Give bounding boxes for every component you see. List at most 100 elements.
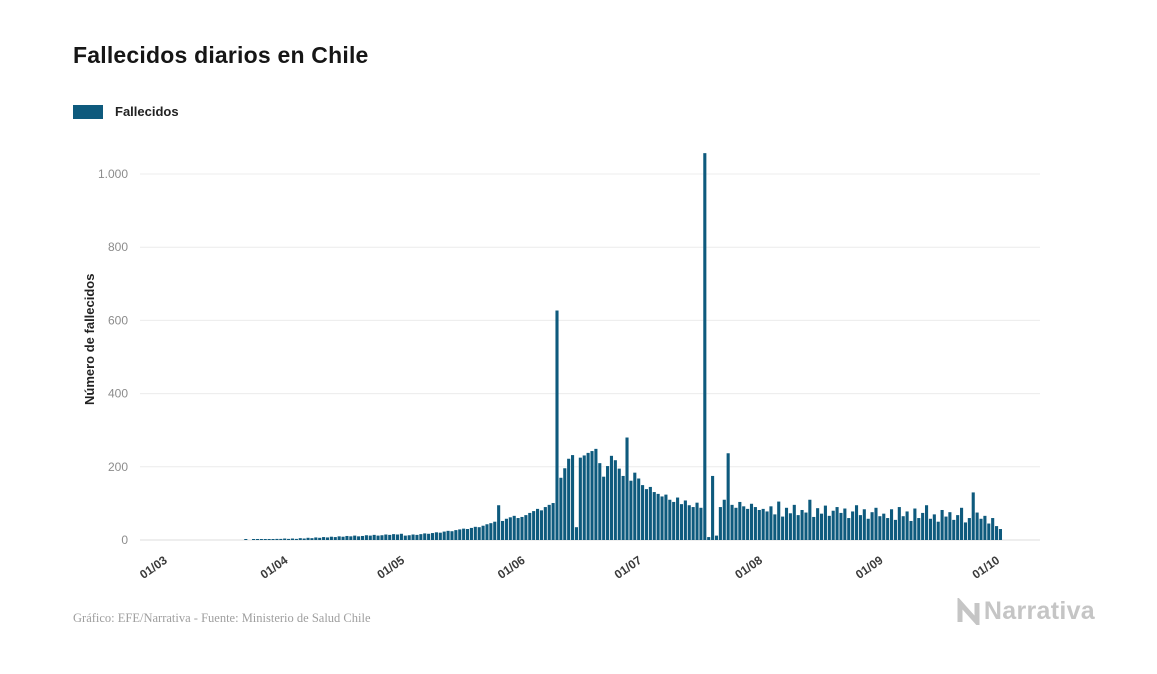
bar — [255, 539, 260, 540]
bar — [862, 509, 866, 540]
bar — [290, 538, 295, 540]
legend-item-fallecidos[interactable]: Fallecidos — [73, 104, 179, 119]
bar — [979, 518, 983, 540]
bar — [722, 499, 726, 540]
bar — [703, 153, 707, 540]
narrativa-n-icon — [957, 598, 980, 625]
bar — [629, 480, 633, 540]
bar — [773, 514, 777, 540]
bar — [874, 507, 878, 540]
y-tick-label: 200 — [108, 460, 128, 474]
bar — [882, 513, 886, 540]
bar — [660, 496, 664, 540]
bar — [267, 539, 271, 540]
bar — [508, 517, 512, 540]
bar — [590, 451, 594, 540]
bar — [602, 476, 606, 540]
bar — [516, 518, 520, 540]
bar — [524, 515, 528, 540]
bar — [547, 504, 551, 540]
bar — [415, 534, 419, 540]
bar — [481, 525, 485, 540]
bar — [858, 515, 862, 540]
bar — [423, 533, 427, 540]
bar — [738, 501, 742, 540]
bar — [578, 457, 582, 540]
bar — [726, 453, 730, 540]
bar — [252, 539, 256, 540]
bar — [384, 534, 388, 540]
bar — [259, 539, 263, 540]
bar — [571, 455, 575, 540]
y-tick-label: 0 — [121, 533, 128, 547]
bar — [921, 512, 925, 540]
bar — [438, 532, 442, 540]
bar — [928, 518, 932, 540]
bar — [781, 516, 785, 540]
bar — [714, 535, 719, 540]
bar — [294, 538, 298, 540]
bar — [932, 514, 936, 540]
bar — [298, 538, 302, 540]
bar — [360, 535, 365, 540]
bar — [695, 502, 699, 540]
legend-label: Fallecidos — [115, 104, 179, 119]
bar — [559, 477, 563, 540]
bar — [372, 534, 376, 540]
bar — [687, 505, 691, 540]
bar — [489, 523, 493, 540]
chart-title: Fallecidos diarios en Chile — [73, 42, 369, 68]
bar — [816, 508, 820, 540]
bar — [504, 518, 508, 540]
bar — [407, 535, 411, 540]
bar — [306, 537, 310, 540]
bar — [835, 507, 839, 540]
bar — [784, 507, 789, 540]
narrativa-logo: Narrativa — [955, 597, 1095, 626]
bar — [796, 515, 800, 540]
bar — [380, 535, 384, 540]
bar — [691, 507, 695, 540]
bar — [777, 501, 781, 540]
bar — [419, 534, 423, 540]
legend-swatch — [73, 104, 103, 119]
bar — [664, 494, 668, 540]
y-tick-label: 800 — [108, 240, 128, 254]
bar — [586, 452, 590, 540]
bar — [753, 507, 757, 540]
bar — [936, 521, 940, 540]
bar — [948, 512, 952, 540]
x-tick-label: 01/07 — [612, 553, 645, 582]
bar — [621, 475, 625, 540]
bar — [302, 538, 306, 540]
bar — [633, 472, 637, 540]
bar — [617, 468, 621, 540]
bar — [555, 310, 559, 540]
y-tick-label: 1.000 — [98, 167, 128, 181]
bar — [497, 505, 501, 540]
bar-chart: 0 200 400 600 800 1.000 01/03 01/04 01/05 01/06 01… — [60, 135, 1120, 605]
bar — [477, 527, 481, 540]
bar — [333, 537, 337, 540]
bar — [287, 538, 291, 540]
bar — [598, 463, 602, 540]
bar — [271, 539, 275, 540]
bar — [345, 535, 349, 540]
bar — [485, 524, 489, 540]
bar — [909, 520, 913, 540]
bar — [843, 508, 847, 540]
bar — [652, 492, 656, 540]
bar — [446, 530, 450, 540]
bar — [944, 516, 948, 540]
bar — [819, 513, 824, 540]
bar — [963, 522, 967, 540]
bar — [971, 492, 975, 540]
bar — [329, 536, 333, 540]
bar — [960, 507, 964, 540]
bar — [325, 537, 330, 540]
bar — [648, 486, 652, 540]
bar-chart-canvas: 0 200 400 600 800 1.000 01/03 01/04 01/05 01/06 01… — [98, 153, 1040, 582]
bar — [991, 518, 995, 540]
bar — [462, 528, 466, 540]
